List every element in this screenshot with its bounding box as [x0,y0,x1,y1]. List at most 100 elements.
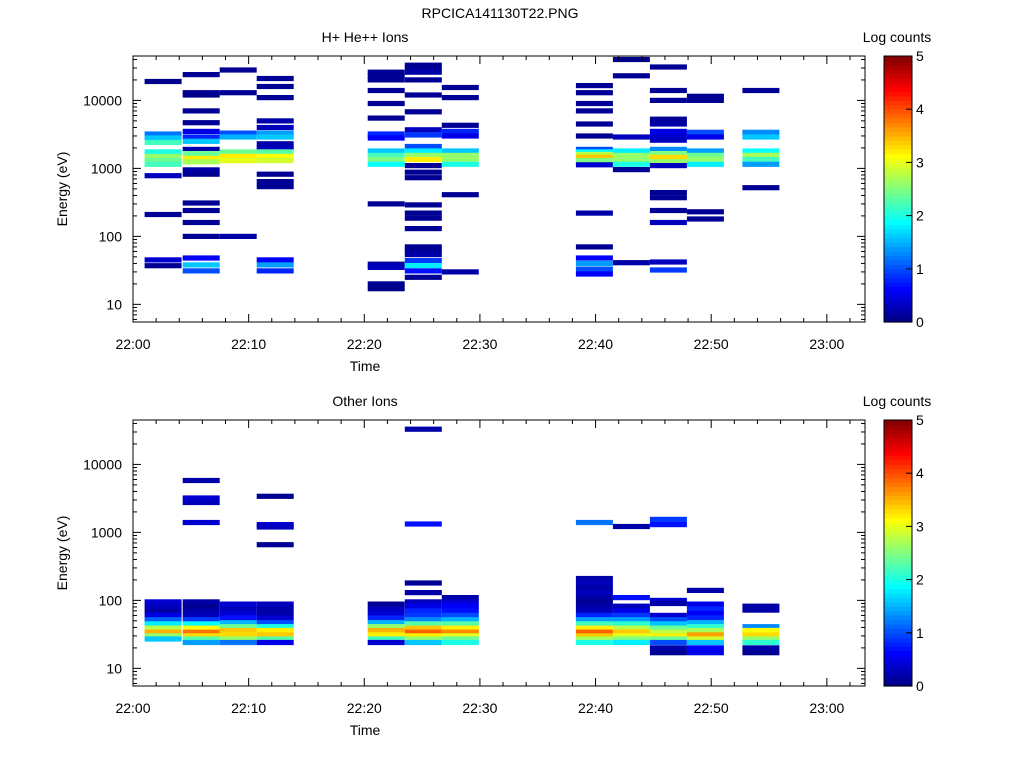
heatmap-cell [256,257,294,263]
heatmap-cell [649,121,687,127]
colorbar-tick-label: 4 [916,465,924,481]
heatmap-cell [144,263,182,269]
colorbar-swatch [884,273,912,279]
colorbar-swatch [884,508,912,514]
heatmap-cell [612,639,650,646]
colorbar-swatch [884,277,912,283]
heatmap-cell [575,158,613,164]
x-axis-label: Time [350,358,381,374]
heatmap-cell [441,612,479,618]
heatmap-cell [367,624,405,630]
heatmap-cell [367,161,405,167]
heatmap-cell [575,633,613,639]
heatmap-cell [219,620,257,626]
heatmap-cell [182,151,220,157]
colorbar-swatch [884,264,912,270]
heatmap-cell [182,200,220,206]
heatmap-cell [649,636,687,642]
heatmap-cell [686,148,724,154]
heatmap-cell [441,595,479,601]
colorbar-swatch [884,468,912,474]
x-tick-label: 23:00 [809,336,844,352]
colorbar-swatch [884,180,912,186]
heatmap-cell [256,75,294,82]
heatmap-cell [256,624,294,630]
heatmap-cell [367,632,405,638]
y-tick-label: 10000 [83,92,122,108]
heatmap-cell [649,612,687,618]
heatmap-cell [404,226,442,232]
heatmap-cell [404,263,442,269]
heatmap-cell [367,639,405,646]
heatmap-cell [612,73,650,79]
heatmap-cell [612,148,650,154]
heatmap-cell [575,617,613,623]
heatmap-cell [367,264,405,270]
colorbar-swatch [884,157,912,163]
heatmap-cell [686,627,724,634]
heatmap-cell [575,154,613,160]
heatmap-cell [404,521,442,527]
heatmap-cell [686,610,724,617]
heatmap-cell [441,161,479,167]
heatmap-cell [367,627,405,634]
heatmap-cell [575,260,613,266]
heatmap-cell [404,62,442,68]
colorbar-swatch [884,442,912,448]
heatmap-cell [256,153,294,159]
heatmap-cell [575,266,613,272]
colorbar-swatch [884,290,912,296]
colorbar-swatch [884,282,912,288]
colorbar-swatch [884,104,912,110]
heatmap-cell [367,148,405,154]
heatmap-cell [575,244,613,250]
y-tick-label: 10 [106,296,122,312]
heatmap-cell [575,612,613,618]
heatmap-cell [441,625,479,631]
heatmap-cell [182,138,220,144]
heatmap-cell [256,149,294,155]
heatmap-cell [441,84,479,91]
heatmap-cell [367,73,405,79]
colorbar-swatch [884,566,912,572]
heatmap-cell [182,134,220,140]
heatmap-cell [404,247,442,253]
colorbar-swatch [884,184,912,190]
heatmap-cell [649,600,687,607]
heatmap-cell [404,65,442,71]
heatmap-cell [256,620,294,626]
heatmap-cell [219,90,257,96]
colorbar: 0 1 2 3 4 5 Log counts [863,393,932,694]
chart-panel-2: 22:00 22:10 22:20 22:30 22:40 22:50 23:0010100… [54,393,931,738]
heatmap-cell [575,639,613,646]
colorbar-swatch [884,526,912,532]
heatmap-cell [219,601,257,607]
y-axis-label: Energy (eV) [54,152,70,227]
heatmap-cell [575,100,613,107]
heatmap-cell [256,118,294,124]
colorbar-swatch [884,570,912,576]
heatmap-cell [256,130,294,136]
heatmap-cell [404,169,442,175]
heatmap-cell [219,158,257,164]
heatmap-cell [219,610,257,617]
colorbar-swatch [884,521,912,527]
heatmap-cell [612,134,650,140]
heatmap-cell [575,83,613,89]
heatmap-cell [256,639,294,646]
heatmap-cell [219,134,257,140]
colorbar-swatch [884,677,912,683]
heatmap-cell [649,128,687,134]
heatmap-cell [404,69,442,75]
heatmap-cell [256,542,294,548]
colorbar-swatch [884,588,912,594]
heatmap-cell [441,152,479,158]
colorbar-swatch [884,584,912,590]
heatmap-cell [182,636,220,642]
heatmap-cell [404,175,442,181]
heatmap-cell [219,624,257,630]
heatmap-cell [219,632,257,638]
heatmap-cell [686,587,724,593]
x-tick-label: 22:00 [115,700,150,716]
heatmap-cell [404,152,442,158]
